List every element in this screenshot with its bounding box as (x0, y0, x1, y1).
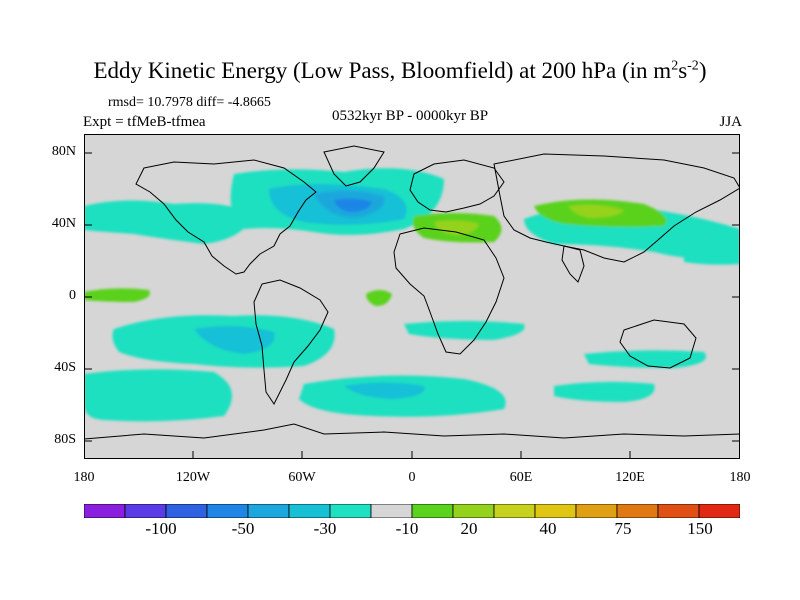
colorbar-label-1: -100 (145, 519, 177, 538)
world-map (84, 134, 740, 459)
chart-title: Eddy Kinetic Energy (Low Pass, Bloomfiel… (0, 58, 800, 84)
coast-south-america (253, 279, 329, 405)
anomaly-fields (84, 168, 740, 422)
title-exponent-1: 2 (671, 58, 679, 74)
season-label: JJA (719, 114, 742, 130)
coast-india (561, 245, 585, 283)
field-south-australia (584, 350, 706, 368)
colorbar-box-3 (206, 504, 249, 518)
colorbar-box-14 (657, 504, 700, 518)
colorbar-label-5: 20 (460, 519, 478, 538)
coast-antarctica (84, 423, 740, 440)
colorbar (84, 504, 740, 518)
lat-label-40s: 40S (54, 360, 76, 375)
colorbar-box-1 (124, 504, 167, 518)
colorbar-box-7 (370, 504, 413, 518)
colorbar-label-2: -50 (231, 519, 255, 538)
title-text-s: s (678, 58, 688, 83)
field-north-pacific-west (84, 200, 254, 244)
field-southern-ocean-east (554, 381, 655, 402)
title-exponent-2: -2 (687, 58, 699, 74)
colorbar-box-10 (493, 504, 536, 518)
colorbar-box-8 (411, 504, 454, 518)
coast-australia (619, 319, 697, 369)
field-north-atlantic-max (334, 198, 372, 212)
title-text: Eddy Kinetic Energy (Low Pass, Bloomfiel… (93, 58, 672, 83)
field-mediterranean-yellow (434, 220, 479, 235)
field-south-pacific-core (194, 326, 275, 354)
lon-label-180-west: 180 (73, 470, 95, 485)
colorbar-box-2 (165, 504, 208, 518)
field-south-indian (404, 321, 525, 340)
title-close: ) (698, 58, 707, 83)
coast-europe (409, 159, 505, 213)
colorbar-box-9 (452, 504, 495, 518)
lon-label-120e: 120E (615, 470, 645, 485)
field-southern-ocean-core (344, 382, 425, 399)
lat-label-80n: 80N (51, 144, 76, 159)
colorbar-box-6 (329, 504, 372, 518)
colorbar-label-6: 40 (539, 519, 557, 538)
lon-label-120w: 120W (175, 470, 211, 485)
lon-label-0: 0 (408, 470, 416, 485)
colorbar-label-4: -10 (395, 519, 419, 538)
lon-label-60w: 60W (288, 470, 316, 485)
colorbar-box-4 (247, 504, 290, 518)
experiment-label: Expt = tfMeB-tfmea (83, 114, 206, 130)
field-equatorial-pacific-green (84, 288, 150, 302)
period-label: 0532kyr BP - 0000kyr BP (331, 108, 489, 124)
colorbar-box-5 (288, 504, 331, 518)
lon-label-60e: 60E (509, 470, 533, 485)
stats-text: rmsd= 10.7978 diff= -4.8665 (108, 95, 271, 110)
map-ticks (84, 152, 740, 459)
colorbar-box-11 (534, 504, 577, 518)
field-southern-ocean-west (84, 369, 232, 422)
lon-label-180-east: 180 (729, 470, 751, 485)
coast-greenland (323, 145, 385, 187)
colorbar-label-8: 150 (687, 519, 713, 538)
lat-label-80s: 80S (54, 432, 76, 447)
colorbar-box-13 (616, 504, 659, 518)
colorbar-label-7: 75 (614, 519, 632, 538)
coast-north-america (135, 159, 317, 275)
lat-label-40n: 40N (51, 216, 76, 231)
lat-label-0: 0 (69, 288, 76, 303)
colorbar-box-15 (698, 504, 740, 518)
colorbar-box-12 (575, 504, 618, 518)
colorbar-box-0 (84, 504, 126, 518)
coast-africa (393, 227, 505, 355)
colorbar-label-3: -30 (313, 519, 337, 538)
field-asia-yellow (569, 204, 624, 218)
coastlines (84, 145, 740, 440)
coast-asia (493, 153, 740, 263)
field-equatorial-atlantic-green (366, 290, 392, 306)
